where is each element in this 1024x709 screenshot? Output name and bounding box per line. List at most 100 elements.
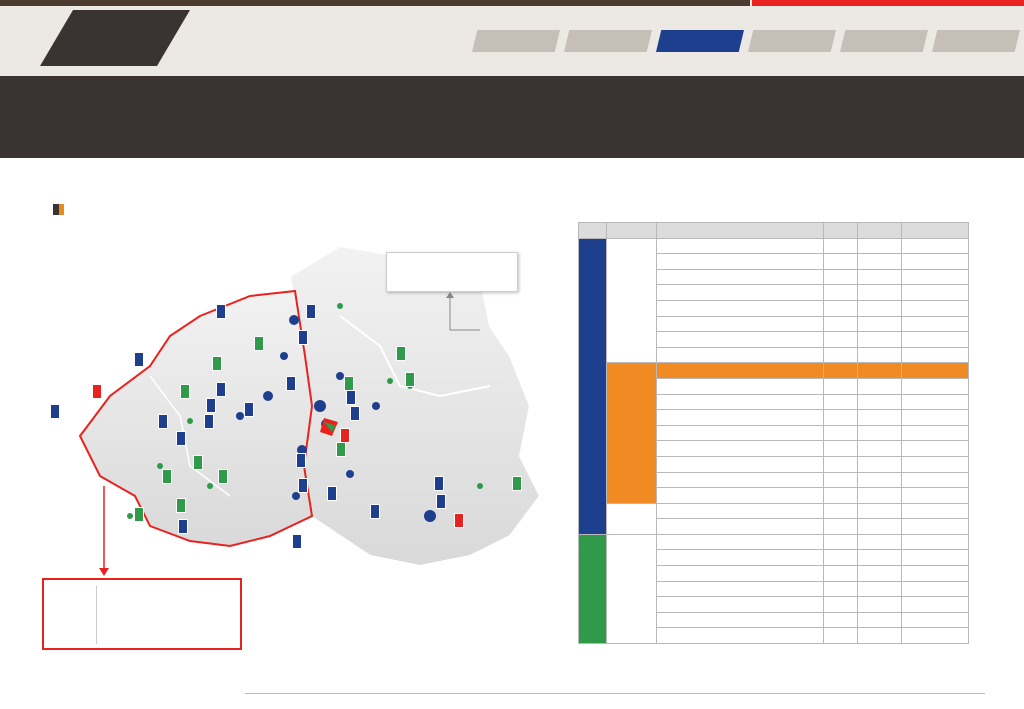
cell-jobs <box>901 299 969 317</box>
table-row <box>579 331 969 348</box>
cell-name <box>656 627 824 645</box>
cell-jobs <box>901 253 969 270</box>
cell-companies <box>857 533 902 551</box>
table-row <box>579 502 969 535</box>
cell-rate <box>823 533 858 551</box>
cell-companies <box>857 346 902 364</box>
cell-jobs <box>901 331 969 348</box>
map-label-12 <box>405 372 415 387</box>
cell-companies <box>857 424 902 442</box>
map-label-5 <box>134 352 144 367</box>
map-label-6 <box>212 356 222 371</box>
map-label-24 <box>296 453 306 468</box>
cell-rate <box>823 596 858 613</box>
cell-name <box>656 284 824 301</box>
cell-name <box>656 549 824 567</box>
headline-banner <box>0 76 1024 158</box>
table-row <box>579 596 969 613</box>
page-header <box>0 0 1024 76</box>
nav-tab-5[interactable] <box>932 30 1020 52</box>
header-status <box>606 222 657 239</box>
cell-name <box>656 253 824 270</box>
cell-companies <box>857 471 902 489</box>
footer-line <box>245 693 985 694</box>
table-row <box>578 533 969 645</box>
table-row <box>579 627 969 645</box>
cell-companies <box>857 362 902 379</box>
map-label-21 <box>340 428 350 443</box>
cell-jobs <box>901 362 969 379</box>
header-companies <box>857 222 902 239</box>
cell-name <box>656 315 824 333</box>
map-label-19 <box>350 406 360 421</box>
cheonan-region <box>288 244 542 568</box>
cell-name <box>656 471 824 489</box>
map-label-32 <box>176 498 186 513</box>
map-label-33 <box>134 507 144 522</box>
cell-name <box>656 518 824 535</box>
cell-jobs <box>901 268 969 286</box>
cell-name <box>656 268 824 286</box>
header-type <box>578 222 607 239</box>
cell-rate <box>823 611 858 629</box>
map-label-31 <box>436 494 446 509</box>
map-label-28 <box>434 476 444 491</box>
cell-companies <box>857 377 902 395</box>
cell-name <box>656 237 824 255</box>
cell-companies <box>857 487 902 504</box>
top-nav <box>472 30 1020 52</box>
nav-tab-0[interactable] <box>472 30 560 52</box>
cell-jobs <box>901 502 969 520</box>
map-label-9 <box>216 382 226 397</box>
header-rate <box>823 222 858 239</box>
cell-jobs <box>901 237 969 255</box>
cell-jobs <box>901 533 969 551</box>
cell-name <box>656 362 824 379</box>
nav-tab-4[interactable] <box>840 30 928 52</box>
map-label-1 <box>306 304 316 319</box>
cell-name <box>656 299 824 317</box>
cell-rate <box>823 627 858 645</box>
cheonan-info-box <box>386 252 518 292</box>
cell-rate <box>823 237 858 255</box>
cell-jobs <box>901 409 969 426</box>
map-label-34 <box>370 504 380 519</box>
cell-name <box>656 502 824 520</box>
nav-tab-1[interactable] <box>564 30 652 52</box>
cell-companies <box>857 596 902 613</box>
cell-name <box>656 377 824 395</box>
cell-rate <box>823 424 858 442</box>
map-label-15 <box>244 402 254 417</box>
cell-name <box>656 611 824 629</box>
map-label-35 <box>454 513 464 528</box>
industrial-complex-map <box>78 244 542 576</box>
cell-rate <box>823 362 858 379</box>
nav-tab-2[interactable] <box>656 30 744 52</box>
asan-box-divider <box>96 586 97 644</box>
cell-name <box>656 565 824 582</box>
table-row <box>579 362 969 504</box>
map-label-0 <box>216 304 226 319</box>
cell-rate <box>823 471 858 489</box>
map-label-2 <box>254 336 264 351</box>
status-cell <box>606 502 657 535</box>
project-site-marker <box>320 418 338 436</box>
map-label-26 <box>218 469 228 484</box>
cell-jobs <box>901 565 969 582</box>
cell-name <box>656 455 824 473</box>
cell-rate <box>823 331 858 348</box>
cell-jobs <box>901 549 969 567</box>
map-label-13 <box>50 404 60 419</box>
cell-jobs <box>901 487 969 504</box>
cell-companies <box>857 393 902 411</box>
cell-name <box>656 424 824 442</box>
cell-jobs <box>901 346 969 364</box>
cell-companies <box>857 611 902 629</box>
cell-rate <box>823 315 858 333</box>
map-label-11 <box>344 376 354 391</box>
cell-name <box>656 409 824 426</box>
map-label-29 <box>512 476 522 491</box>
nav-tab-3[interactable] <box>748 30 836 52</box>
cell-name <box>656 331 824 348</box>
cell-rate <box>823 299 858 317</box>
